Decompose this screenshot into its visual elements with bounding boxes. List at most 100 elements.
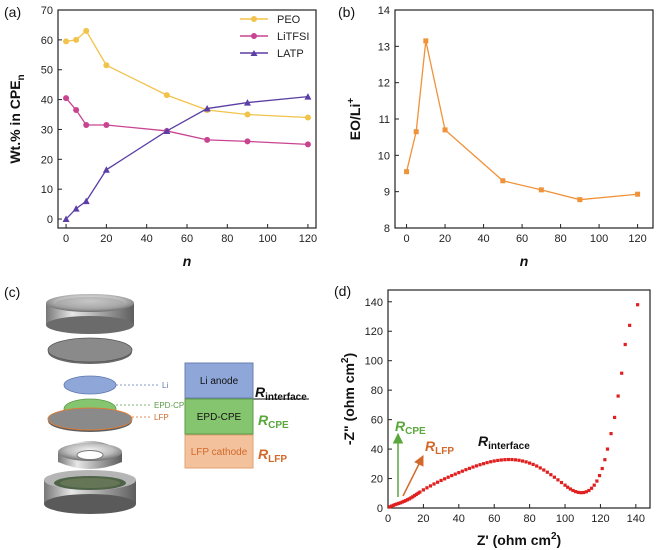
chart-d-point-0-31 [467, 466, 472, 470]
coin-cell-exploded: Li EPD-CPE LFP [44, 294, 190, 514]
chart-a-series-line-0 [65, 29, 308, 119]
chart-d-point-0-6 [398, 501, 402, 505]
chart-d-ytick-label: 0 [377, 503, 383, 515]
chart-d-point-0-67 [587, 488, 591, 493]
chart-d-point-0-63 [576, 490, 580, 494]
annot-r-cpe: RCPE [395, 418, 426, 437]
chart-d-point-0-72 [600, 466, 604, 471]
chart-d-point-0-65 [582, 490, 586, 495]
chart-d-point-0-80 [628, 323, 632, 327]
chart-b-xtick-label: 20 [439, 233, 451, 245]
chart-d-point-0-25 [446, 475, 450, 479]
chart-d-point-0-15 [414, 492, 418, 497]
chart-b: 0 20 40 60 80 100 120 8 9 10 11 12 13 14 EO/Li+ n [346, 5, 654, 269]
chart-d-point-0-2 [391, 503, 395, 507]
r-lfp-label: RLFP [258, 446, 287, 465]
chart-a-xtick-label: 0 [63, 233, 69, 245]
chart-d-frame [387, 289, 651, 509]
chart-a-ytick-label: 30 [41, 124, 53, 136]
chart-d-point-0-60 [568, 487, 572, 491]
chart-d-ytick-label: 80 [371, 385, 383, 397]
chart-d-point-0-8 [402, 499, 406, 503]
chart-d-point-0-56 [556, 478, 560, 482]
chart-d-point-0-77 [616, 394, 620, 398]
chart-a-point-0-6 [244, 111, 251, 118]
chart-d-point-0-41 [503, 458, 507, 462]
chart-b-ytick-label: 9 [384, 187, 390, 199]
chart-d-point-0-68 [589, 486, 594, 490]
chart-d-point-0-3 [393, 503, 397, 507]
chart-b-ytick-label: 14 [378, 5, 390, 17]
top-cap [46, 294, 134, 334]
annot-r-interface: Rinterface [478, 433, 530, 452]
chart-d-point-0-49 [531, 462, 535, 466]
lfp-cathode-label: LFP cathode [191, 447, 248, 458]
chart-a-point-1-0 [63, 95, 70, 102]
chart-d-point-0-40 [499, 458, 503, 462]
chart-a-xtick-label: 80 [221, 233, 233, 245]
chart-d-point-0-39 [496, 458, 500, 463]
chart-d-point-0-21 [432, 482, 436, 486]
chart-a-ytick-label: 0 [47, 214, 53, 226]
chart-d-point-0-12 [409, 496, 413, 500]
chart-d-point-0-66 [584, 490, 588, 494]
chart-d-point-0-44 [513, 458, 518, 462]
chart-d-point-0-18 [421, 488, 426, 492]
chart-b-frame [394, 9, 654, 229]
chart-d-point-0-10 [405, 498, 410, 502]
chart-d-point-0-61 [571, 488, 575, 493]
chart-d-point-0-36 [485, 461, 489, 465]
chart-d-point-0-9 [404, 499, 408, 503]
chart-a-xtick-label: 120 [299, 233, 317, 245]
chart-a-ytick-label: 50 [41, 65, 53, 77]
chart-a-point-0-2 [83, 27, 90, 34]
chart-d-ytick-label: 140 [365, 297, 383, 309]
chart-d-xtick-label: 0 [385, 513, 391, 525]
chart-d-point-0-79 [623, 342, 627, 347]
chart-d-point-0-70 [595, 479, 599, 483]
chart-d-xtick-label: 60 [488, 513, 500, 525]
chart-a-point-2-7 [304, 93, 312, 100]
spring-washer [58, 441, 122, 469]
panel-label-b: (b) [338, 4, 355, 20]
chart-d-point-0-13 [411, 495, 415, 499]
chart-a-xtick-label: 60 [181, 233, 193, 245]
chart-b-ylabel: EO/Li+ [346, 98, 363, 141]
chart-a-point-1-1 [73, 107, 80, 114]
chart-d-point-0-53 [545, 470, 549, 474]
chart-d-point-0-46 [520, 459, 525, 463]
chart-b-xtick-label: 100 [590, 233, 608, 245]
epd-cpe-layer [184, 398, 254, 435]
chart-a-point-0-4 [163, 92, 170, 99]
chart-b-point-0-0 [404, 169, 410, 175]
chart-a-xtick-label: 40 [141, 233, 153, 245]
chart-d-point-0-47 [524, 460, 528, 464]
chart-d: 0 20 40 60 80 100 120 140 0 20 40 60 80 100 120 140 RCP… [340, 289, 651, 548]
chart-a-point-1-2 [83, 121, 90, 128]
chart-a-ytick-label: 20 [41, 154, 53, 166]
chart-d-point-0-0 [388, 505, 392, 509]
panel-label-c: (c) [4, 284, 20, 300]
chart-d-ytick-label: 40 [371, 444, 383, 456]
chart-d-xtick-label: 80 [523, 513, 535, 525]
chart-a-point-1-7 [304, 141, 311, 148]
legend-litfsi: LiTFSI [277, 31, 309, 43]
chart-a-point-1-5 [204, 136, 211, 143]
chart-d-ytick-label: 120 [365, 326, 383, 338]
chart-a-point-1-6 [244, 138, 251, 145]
chart-d-point-0-19 [425, 486, 429, 490]
chart-a-ylabel: Wt.% in CPEn [7, 74, 27, 163]
chart-d-point-0-22 [435, 480, 440, 484]
chart-d-point-0-27 [453, 472, 457, 476]
chart-d-point-0-51 [538, 466, 542, 470]
chart-d-xlabel: Z' (ohm cm2) [477, 531, 561, 548]
chart-d-point-0-57 [559, 480, 564, 485]
chart-a-ytick-label: 60 [41, 35, 53, 47]
chart-a-point-0-0 [63, 38, 70, 45]
chart-d-ylabel: -Z" (ohm cm2) [340, 353, 357, 445]
r-interface-label: Rinterface [255, 384, 307, 403]
chart-a-series-line-1 [65, 97, 308, 146]
lfp-cathode-layer [184, 434, 254, 469]
chart-a: 0 20 40 60 80 100 120 0 10 20 30 40 50 60 70 PEO LiTFS… [7, 5, 317, 269]
